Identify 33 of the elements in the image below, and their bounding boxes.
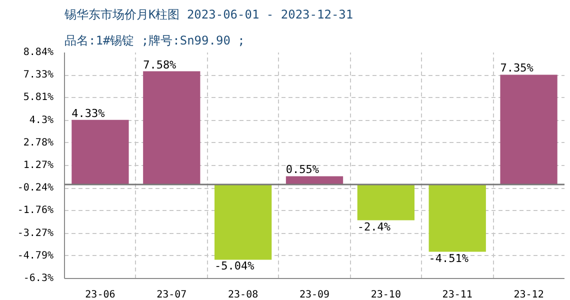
y-tick-label: -3.27% <box>17 228 54 239</box>
y-tick-label: 2.78% <box>23 137 54 148</box>
bar <box>500 74 558 184</box>
x-tick-label: 23-07 <box>156 290 187 300</box>
x-tick-label: 23-06 <box>85 290 116 300</box>
y-tick-label: 4.3% <box>29 114 54 126</box>
chart-subtitle: 品名:1#锡锭 ;牌号:Sn99.90 ; <box>64 34 245 48</box>
x-tick-label: 23-11 <box>442 290 472 300</box>
x-tick-label: 23-10 <box>370 290 401 300</box>
x-tick-label: 23-08 <box>228 290 258 300</box>
bar <box>143 71 200 184</box>
data-label: -5.04% <box>214 260 255 273</box>
x-tick-label: 23-09 <box>299 290 330 300</box>
y-tick-label: -1.76% <box>17 205 54 216</box>
chart-title: 锡华东市场价月K柱图 2023-06-01 - 2023-12-31 <box>64 8 354 22</box>
y-tick-label: 5.81% <box>23 92 54 104</box>
data-label: 7.35% <box>500 62 534 75</box>
bar <box>428 184 486 252</box>
data-label: 4.33% <box>72 106 106 120</box>
y-tick-label: 8.84% <box>23 47 54 58</box>
data-label: 7.58% <box>143 58 177 72</box>
y-tick-label: -0.24% <box>17 182 54 194</box>
data-label: 0.55% <box>286 163 320 176</box>
data-label: -2.4% <box>357 220 391 234</box>
y-tick-label: -4.79% <box>17 250 54 262</box>
y-tick-label: -6.3% <box>23 273 54 284</box>
y-tick-label: 7.33% <box>23 70 54 81</box>
bar <box>72 120 129 184</box>
bar <box>357 184 414 220</box>
data-label: -4.51% <box>428 252 469 265</box>
bar <box>214 184 272 260</box>
y-tick-label: 1.27% <box>23 160 54 171</box>
x-tick-label: 23-12 <box>514 290 544 300</box>
